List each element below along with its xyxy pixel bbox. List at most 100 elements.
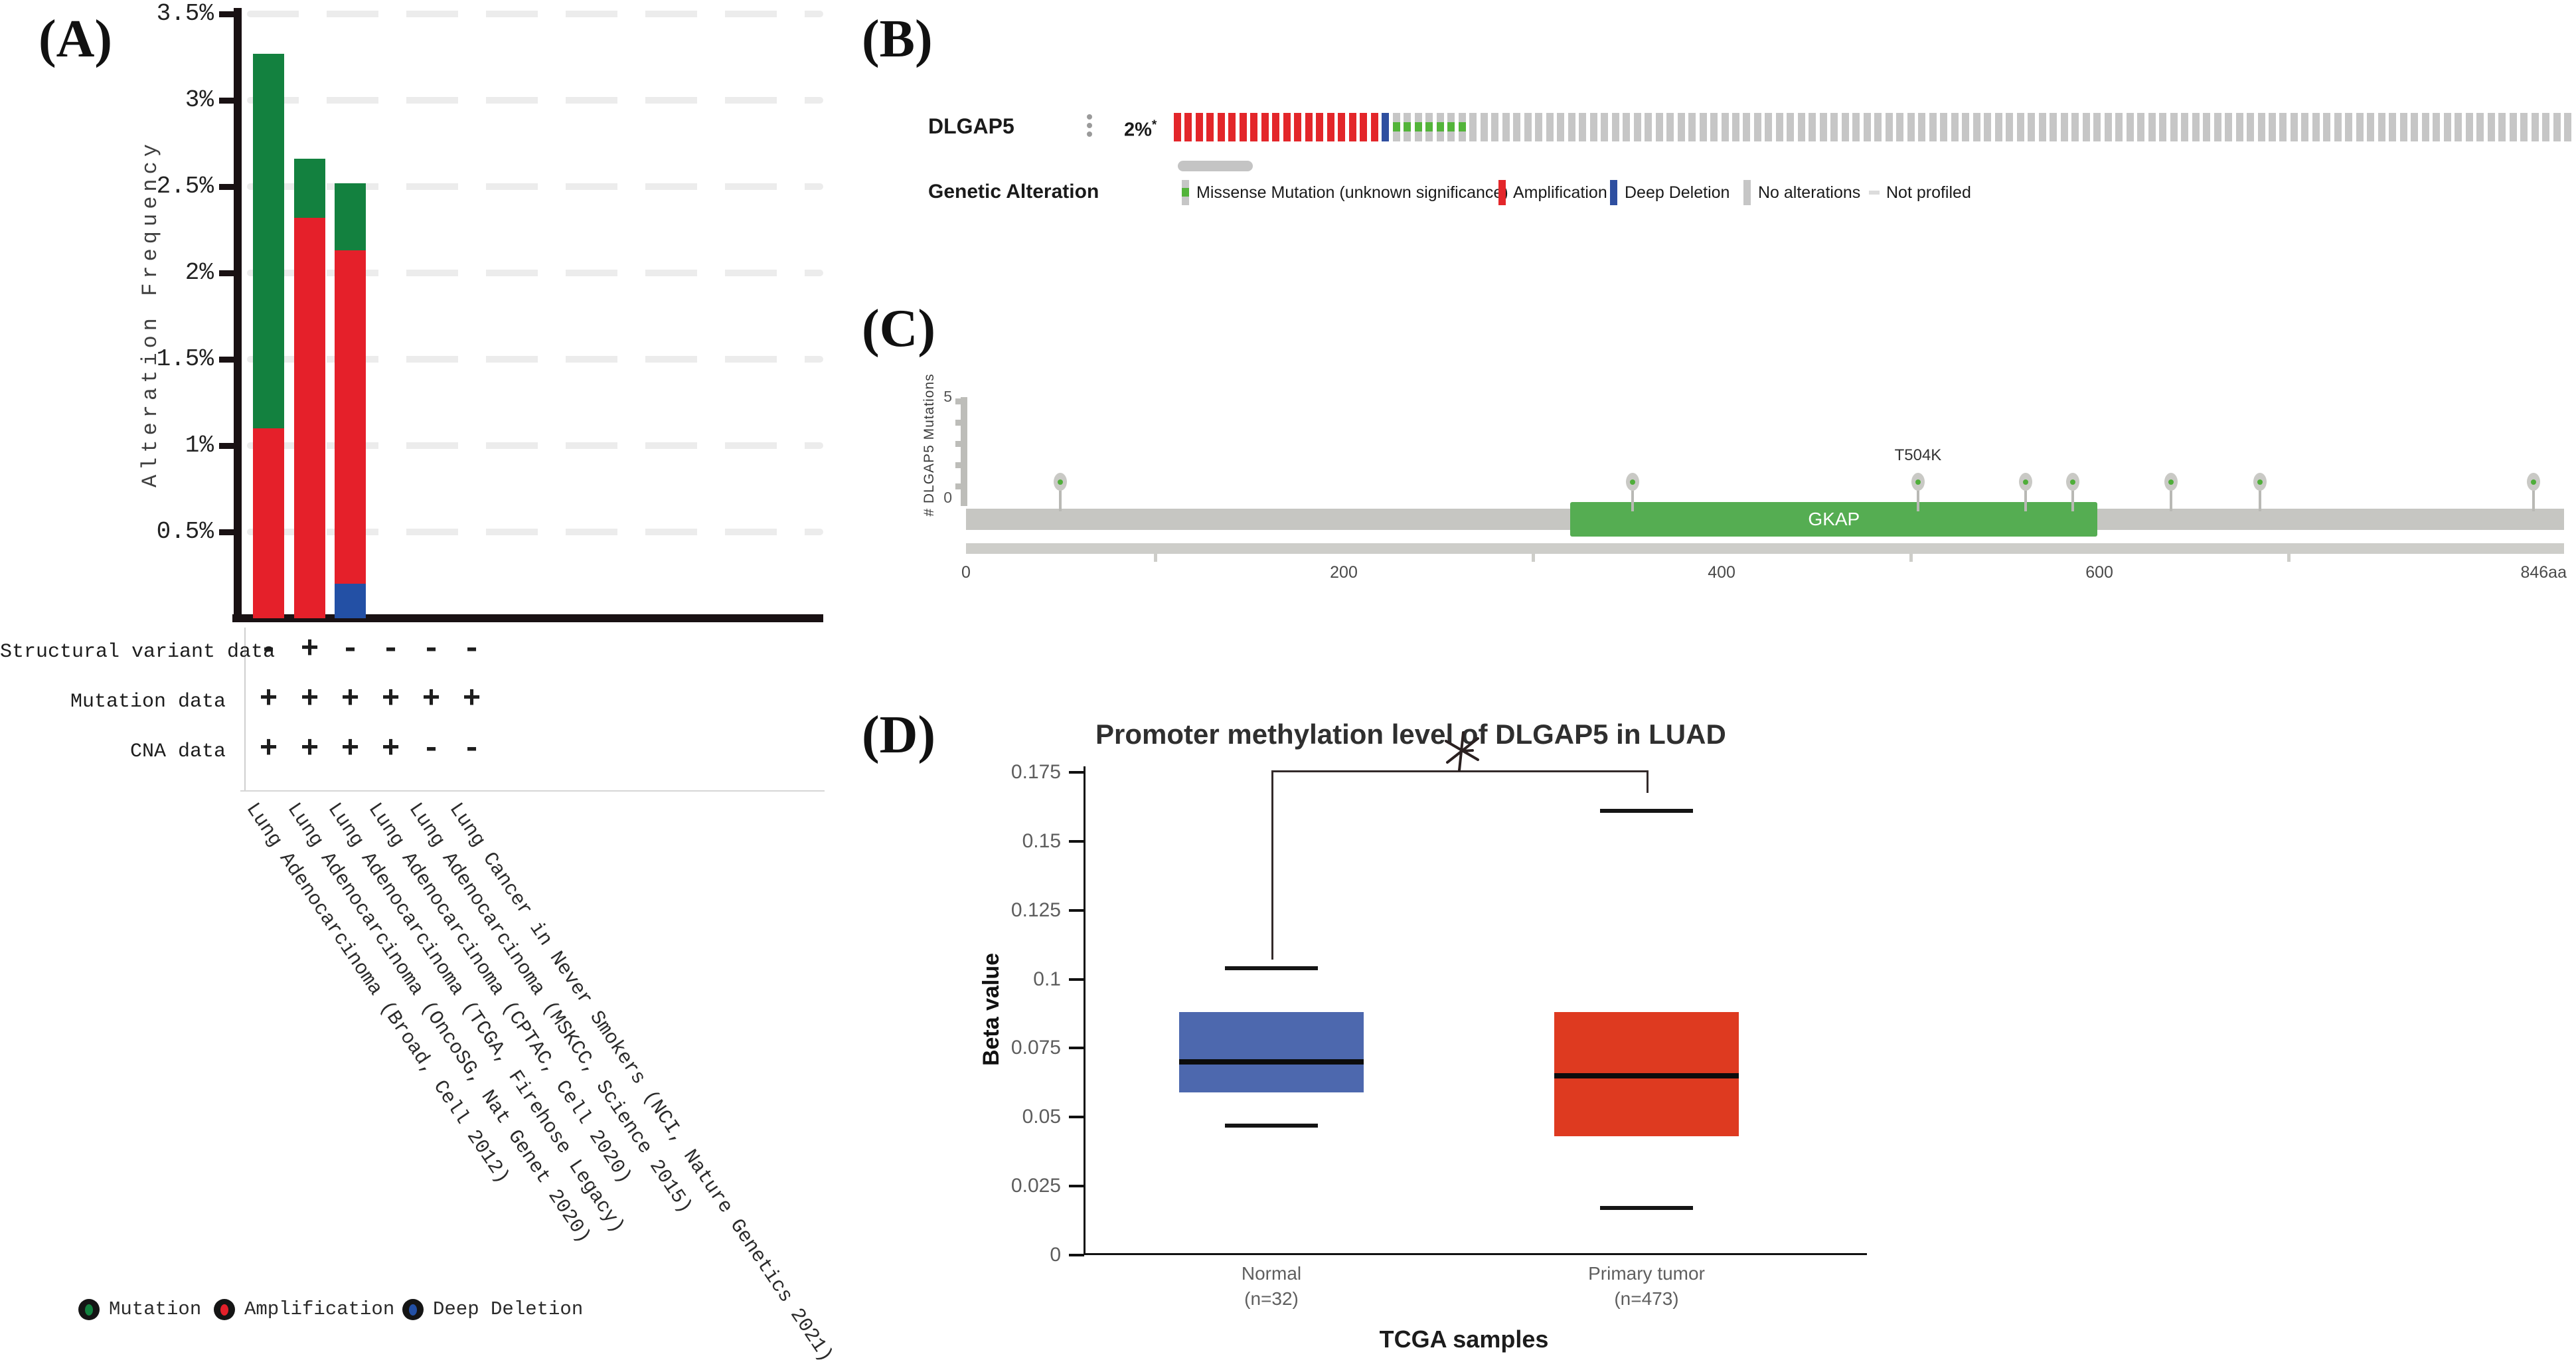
track-flag: - — [422, 732, 441, 766]
lollipop-stem — [2024, 489, 2028, 511]
lollipop-stem — [2532, 489, 2536, 511]
track-row-label: Mutation data — [70, 691, 226, 713]
lollipop-y-tick — [955, 483, 961, 489]
y-tick-label: 1% — [185, 432, 214, 459]
lollipop-head-dot — [1630, 479, 1636, 485]
kebab-menu-icon[interactable] — [1086, 114, 1093, 141]
track-flag: + — [300, 682, 319, 717]
oncoprint-bar-missense — [1436, 113, 1444, 141]
scale-minor-tick — [1909, 554, 1913, 562]
oncoprint-bar-amplification — [1327, 113, 1334, 141]
not-profiled-dash-icon — [1869, 191, 1880, 195]
oncoprint-bar-no — [2060, 113, 2068, 141]
box-normal — [1179, 1012, 1364, 1092]
kebab-dot — [1087, 123, 1092, 128]
oncoprint-bar-no — [2323, 113, 2331, 141]
boxplot-y-tick-label: 0.15 — [1022, 829, 1061, 852]
kebab-dot — [1087, 131, 1092, 137]
y-tick-label: 3% — [185, 86, 214, 114]
lollipop-stem — [2170, 489, 2173, 511]
legend-label: Mutation — [109, 1298, 202, 1320]
oncoprint-bar-no — [1743, 113, 1751, 141]
oncoprint-bar-no — [1655, 113, 1663, 141]
boxplot-y-tick-mark — [1069, 839, 1084, 843]
track-row-label: Structural variant data — [0, 641, 276, 663]
panel-a-y-axis-line — [234, 8, 242, 622]
oncoprint-bar-no — [2367, 113, 2375, 141]
missense-accent — [1436, 122, 1444, 131]
oncoprint-bar-missense — [1392, 113, 1400, 141]
oncoprint-bar-no — [1896, 113, 1904, 141]
oncoprint-bar-no — [2214, 113, 2221, 141]
median-line — [1554, 1072, 1739, 1078]
oncoprint-bar-no — [1535, 113, 1543, 141]
alteration-frequency-asterisk: * — [1151, 118, 1157, 132]
oncoprint-bar-amplification — [1305, 113, 1313, 141]
boxplot-y-tick-mark — [1069, 1254, 1084, 1256]
panel-a-x-axis-line — [232, 614, 823, 622]
oncoprint-bar-no — [2411, 113, 2419, 141]
oncoprint-scrollbar[interactable] — [1178, 161, 1253, 171]
oncoprint-bar-no — [2520, 113, 2528, 141]
oncoprint-bar-amplification — [1228, 113, 1236, 141]
track-flag: + — [341, 732, 360, 766]
oncoprint-bar-no — [2159, 113, 2167, 141]
whisker-cap-upper — [1225, 966, 1318, 970]
mutation-legend-icon — [78, 1299, 100, 1320]
lollipop-y-tick — [955, 441, 961, 447]
oncoprint-bar-no — [2235, 113, 2243, 141]
lollipop-head — [1911, 473, 1925, 491]
oncoprint-bar-missense — [1404, 113, 1411, 141]
lollipop-head — [2527, 473, 2541, 491]
oncoprint-bar-no — [2312, 113, 2320, 141]
track-flag: - — [381, 632, 400, 667]
lollipop-stem — [1916, 489, 1919, 511]
whisker-cap-lower — [1225, 1123, 1318, 1128]
whisker-line-lower — [1270, 1092, 1273, 1126]
boxplot-title: Promoter methylation level of DLGAP5 in … — [1095, 719, 1726, 750]
panel-a-table-left-border — [244, 628, 246, 792]
oncoprint-bar-no — [1852, 113, 1860, 141]
missense-accent — [1458, 122, 1466, 131]
lollipop-head-dot — [2531, 479, 2537, 485]
oncoprint-bar-no — [2531, 113, 2539, 141]
oncoprint-bar-no — [2476, 113, 2484, 141]
oncoprint-bar-no — [1765, 113, 1773, 141]
panel-b-label: (B) — [862, 10, 933, 68]
oncoprint-bar-missense — [1447, 113, 1455, 141]
track-flag: + — [300, 732, 319, 766]
gridline — [247, 529, 823, 535]
oncoprint-bar-no — [2203, 113, 2211, 141]
oncoprint-legend-label: Deep Deletion — [1625, 183, 1730, 202]
oncoprint-bar-no — [2290, 113, 2298, 141]
panel-c-y-axis-title: # DLGAP5 Mutations — [922, 373, 937, 517]
panel-d-label: (D) — [862, 706, 936, 764]
lollipop-head-dot — [1058, 479, 1064, 485]
oncoprint-bar-missense — [1425, 113, 1433, 141]
oncoprint-bar-no — [2137, 113, 2145, 141]
scale-tick-label: 200 — [1330, 563, 1358, 582]
oncoprint-bar-no — [1710, 113, 1718, 141]
boxplot-y-tick-mark — [1069, 1047, 1084, 1050]
oncoprint-bar-no — [1557, 113, 1565, 141]
scale-minor-tick — [1531, 554, 1535, 562]
oncoprint-bar-no — [1984, 113, 1992, 141]
oncoprint-bar-no — [1677, 113, 1685, 141]
oncoprint-bar-no — [2465, 113, 2473, 141]
oncoprint-bar-no — [1841, 113, 1849, 141]
boxplot-y-tick-label: 0.05 — [1022, 1106, 1061, 1128]
oncoprint-bar-no — [1962, 113, 1970, 141]
oncoprint-bar-amplification — [1250, 113, 1258, 141]
y-tick-mark — [219, 98, 235, 104]
oncoprint-bar-no — [2006, 113, 2014, 141]
y-tick-mark — [219, 529, 235, 535]
y-tick-mark — [219, 184, 235, 190]
lollipop-stem — [1631, 489, 1635, 511]
track-flag: + — [341, 682, 360, 717]
whisker-line-lower — [1645, 1136, 1648, 1208]
lollipop-stem — [2258, 489, 2261, 511]
oncoprint-bar-amplification — [1261, 113, 1269, 141]
oncoprint-bar-no — [1589, 113, 1597, 141]
track-flag: + — [300, 632, 319, 667]
lollipop-y-tick — [955, 420, 961, 426]
